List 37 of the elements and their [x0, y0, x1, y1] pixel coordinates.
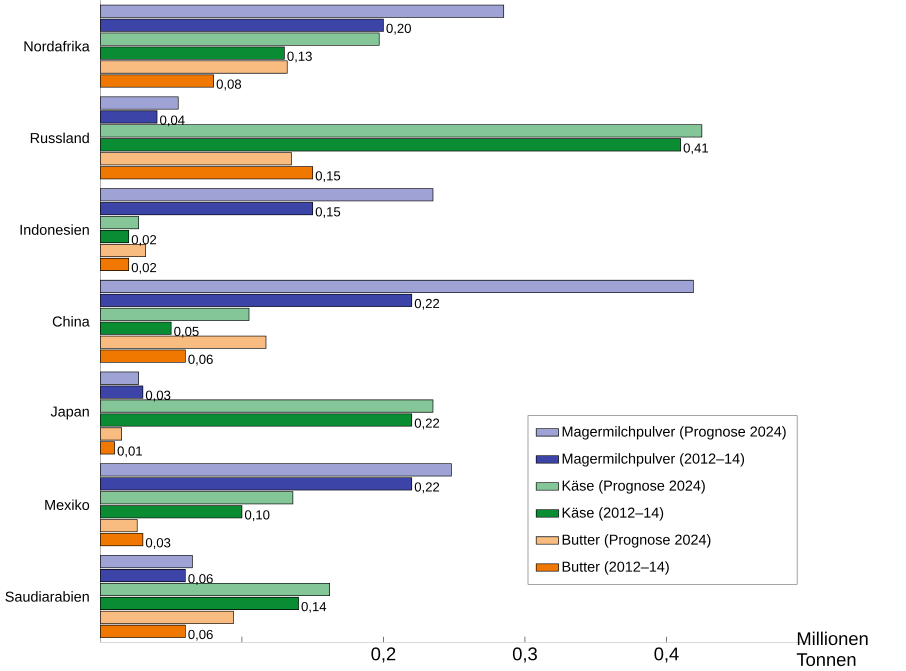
data-label: 0,04 — [160, 116, 185, 126]
data-label: 0,10 — [244, 510, 270, 522]
x-axis-title: Millionen Tonnen — [796, 632, 868, 666]
data-label: 0,02 — [132, 263, 156, 274]
legend-label: Käse (Prognose 2024) — [562, 480, 705, 494]
data-label: 0,22 — [414, 482, 440, 494]
legend-label: Käse (2012–14) — [562, 507, 664, 521]
data-label: 0,08 — [216, 80, 242, 90]
x-tick-label: 0,3 — [512, 647, 537, 663]
data-label: 0,22 — [414, 418, 440, 430]
y-tick-label: China — [52, 316, 90, 327]
y-tick-label: Russland — [30, 132, 89, 144]
data-label: 0,13 — [287, 52, 312, 62]
data-label: 0,06 — [188, 574, 213, 585]
data-label: 0,15 — [316, 171, 340, 182]
legend-label: Butter (2012–14) — [562, 561, 669, 575]
data-label: 0,22 — [414, 298, 440, 310]
data-label: 0,06 — [188, 354, 213, 366]
data-label: 0,41 — [684, 143, 708, 154]
x-tick-label: 0,2 — [371, 647, 396, 663]
data-label: 0,15 — [316, 207, 340, 218]
y-tick-label: Nordafrika — [24, 40, 90, 52]
data-label: 0,02 — [132, 235, 156, 246]
legend-label: Magermilchpulver (Prognose 2024) — [562, 426, 786, 440]
data-label: 0,03 — [146, 538, 170, 550]
y-tick-label: Japan — [50, 406, 89, 420]
data-label: 0,14 — [302, 602, 326, 613]
data-label: 0,20 — [386, 24, 411, 35]
legend-label: Magermilchpulver (2012–14) — [562, 453, 744, 467]
x-tick-label: 0,4 — [654, 647, 679, 663]
data-label: 0,06 — [188, 630, 213, 641]
y-tick-label: Indonesien — [20, 224, 89, 235]
legend-label: Butter (Prognose 2024) — [562, 534, 710, 548]
y-tick-label: Mexiko — [45, 500, 90, 510]
y-tick-label: Saudiarabien — [5, 591, 89, 602]
data-label: 0,05 — [174, 326, 199, 338]
data-label: 0,01 — [118, 446, 142, 458]
